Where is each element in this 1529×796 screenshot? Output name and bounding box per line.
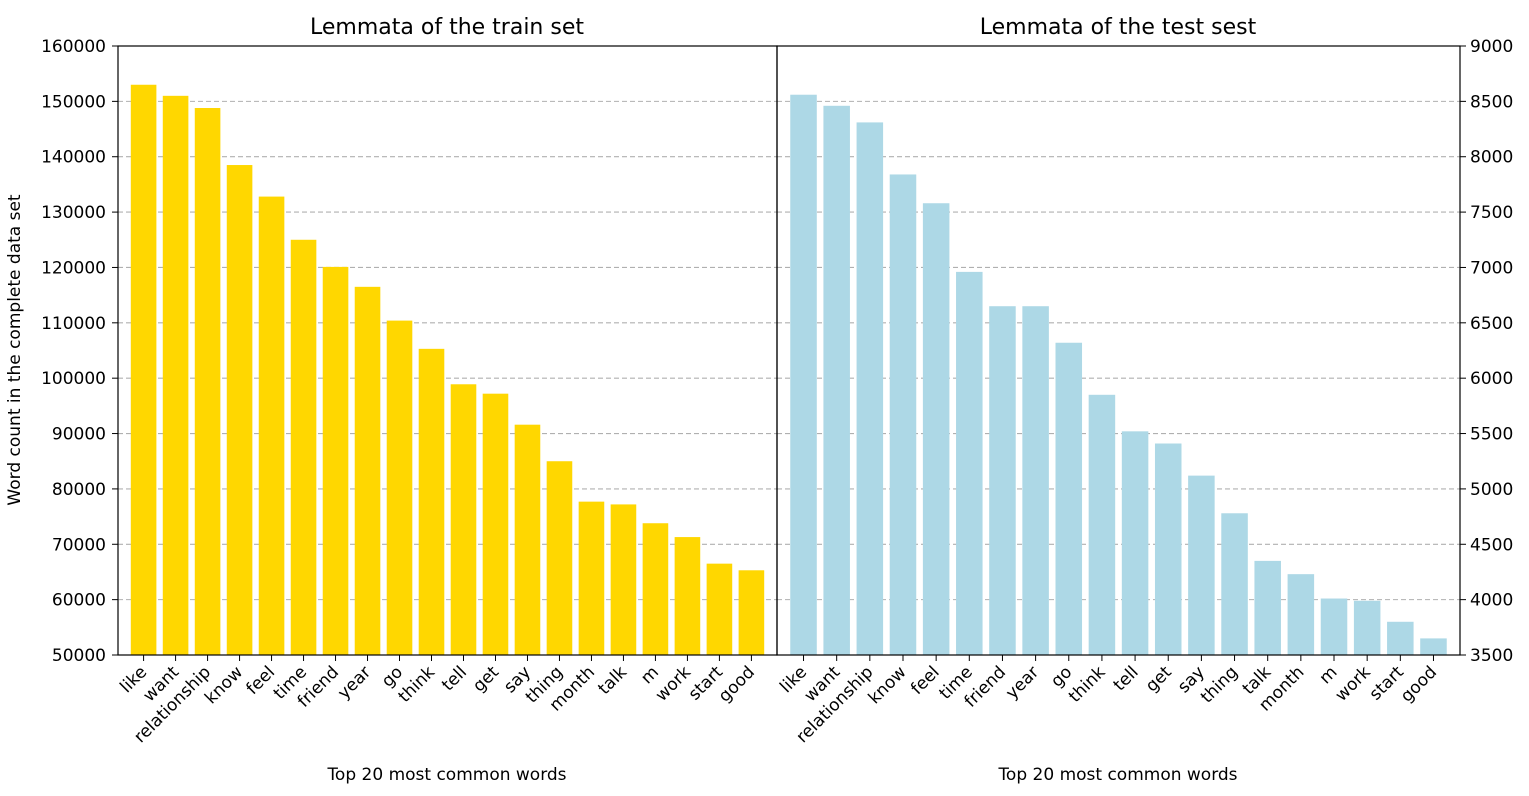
train-y-tick-label: 90000	[52, 425, 106, 445]
test-bar-friend	[989, 306, 1016, 655]
test-bar-want	[823, 105, 850, 655]
test-y-tick-label: 9000	[1470, 37, 1513, 57]
train-bar-want	[162, 95, 189, 655]
test-bar-like	[790, 94, 817, 656]
train-bar-m	[642, 523, 669, 655]
test-bar-tell	[1121, 431, 1149, 655]
test-y-tick-label: 5000	[1470, 480, 1513, 500]
train-y-tick-label: 80000	[52, 480, 106, 500]
test-bar-talk	[1254, 560, 1281, 655]
train-gridlines	[118, 100, 777, 601]
test-y-tick-label: 4500	[1470, 535, 1513, 555]
test-y-tick-label: 7500	[1470, 203, 1513, 223]
train-x-tick-label: good	[715, 662, 759, 706]
train-bar-start	[706, 563, 733, 655]
train-y-tick-label: 140000	[41, 148, 106, 168]
train-bar-talk	[610, 504, 637, 655]
test-bar-say	[1188, 475, 1215, 655]
test-x-tick-label: tell	[1110, 662, 1143, 695]
train-chart-title: Lemmata of the train set	[310, 15, 584, 40]
train-x-tick-label: talk	[594, 662, 631, 699]
test-bar-time	[956, 271, 983, 655]
test-chart-title: Lemmata of the test sest	[980, 15, 1257, 40]
test-y-tick-label: 6000	[1470, 369, 1513, 389]
test-bar-know	[889, 174, 917, 655]
train-y-axis: 50000 60000 70000 80000 90000 100000 110000 120…	[41, 37, 118, 666]
test-y-axis: 3500 4000 4500 5000 5500 6000 6500 7000 7500 8000…	[1460, 37, 1513, 666]
test-y-tick-label: 5500	[1470, 425, 1513, 445]
train-chart: Lemmata of the train set 50000 60000 70000…	[5, 15, 777, 785]
axes-frames	[117, 45, 1461, 656]
test-x-tick-label: thing	[1197, 662, 1242, 707]
train-y-tick-label: 60000	[52, 591, 106, 611]
train-y-tick-label: 160000	[41, 37, 106, 57]
train-y-axis-label: Word count in the complete data set	[5, 194, 25, 505]
train-x-tick-label: think	[395, 662, 440, 707]
train-bar-get	[482, 393, 509, 655]
test-x-axis: likewantrelationshipknowfeeltimefriendye…	[776, 655, 1441, 747]
test-bar-feel	[922, 203, 950, 655]
test-bar-relationship	[856, 122, 884, 656]
test-y-tick-label: 7000	[1470, 258, 1513, 278]
test-bar-m	[1320, 598, 1348, 655]
test-y-tick-label: 8500	[1470, 92, 1513, 112]
train-bar-tell	[450, 384, 477, 655]
test-axes-frame	[776, 45, 1461, 656]
test-bar-good	[1420, 638, 1447, 655]
test-y-tick-label: 4000	[1470, 591, 1513, 611]
test-bar-get	[1154, 443, 1182, 655]
test-y-tick-label: 3500	[1470, 646, 1513, 666]
train-x-tick-label: work	[652, 662, 695, 705]
train-bar-year	[354, 286, 381, 655]
test-x-tick-label: think	[1065, 662, 1110, 707]
train-y-tick-label: 130000	[41, 203, 106, 223]
train-x-axis: likewantrelationshipknowfeeltimefriendye…	[116, 655, 759, 747]
test-x-tick-label: get	[1142, 662, 1176, 696]
train-x-tick-label: tell	[438, 662, 471, 695]
test-bar-month	[1287, 574, 1315, 655]
test-y-tick-label: 6500	[1470, 314, 1513, 334]
train-y-tick-label: 100000	[41, 369, 106, 389]
train-x-tick-label: get	[469, 662, 503, 696]
test-x-tick-label: work	[1331, 662, 1374, 705]
train-x-axis-label: Top 20 most common words	[326, 765, 566, 785]
train-y-tick-label: 120000	[41, 258, 106, 278]
test-bar-start	[1387, 621, 1414, 655]
train-x-tick-label: year	[334, 662, 375, 703]
train-y-tick-label: 150000	[41, 92, 106, 112]
test-bar-thing	[1221, 513, 1248, 655]
test-bars	[790, 94, 1447, 656]
train-bar-time	[290, 239, 317, 656]
test-bar-year	[1022, 306, 1049, 655]
train-y-tick-label: 70000	[52, 535, 106, 555]
test-x-tick-label: good	[1397, 662, 1441, 706]
train-bar-work	[674, 537, 701, 655]
train-bar-month	[578, 501, 605, 655]
train-bar-go	[386, 320, 413, 655]
train-y-tick-label: 110000	[41, 314, 106, 334]
test-bar-think	[1088, 394, 1116, 655]
test-bar-work	[1353, 600, 1381, 655]
train-y-tick-label: 50000	[52, 646, 106, 666]
train-bar-feel	[258, 196, 285, 655]
test-bar-go	[1055, 342, 1083, 655]
test-x-tick-label: year	[1002, 662, 1043, 703]
train-bar-say	[514, 424, 541, 655]
test-chart: Lemmata of the test sest 3500 4000 4500 500…	[776, 15, 1513, 785]
train-bar-friend	[322, 266, 349, 655]
train-bar-like	[130, 84, 157, 656]
train-bar-good	[738, 570, 765, 655]
train-bar-think	[418, 348, 445, 655]
test-x-axis-label: Top 20 most common words	[997, 765, 1237, 785]
test-y-tick-label: 8000	[1470, 148, 1513, 168]
train-bar-relationship	[194, 108, 221, 656]
train-x-tick-label: know	[201, 662, 247, 708]
train-bar-know	[226, 165, 253, 656]
train-bar-thing	[546, 461, 573, 655]
train-bars	[130, 84, 765, 656]
test-x-tick-label: know	[865, 662, 911, 708]
